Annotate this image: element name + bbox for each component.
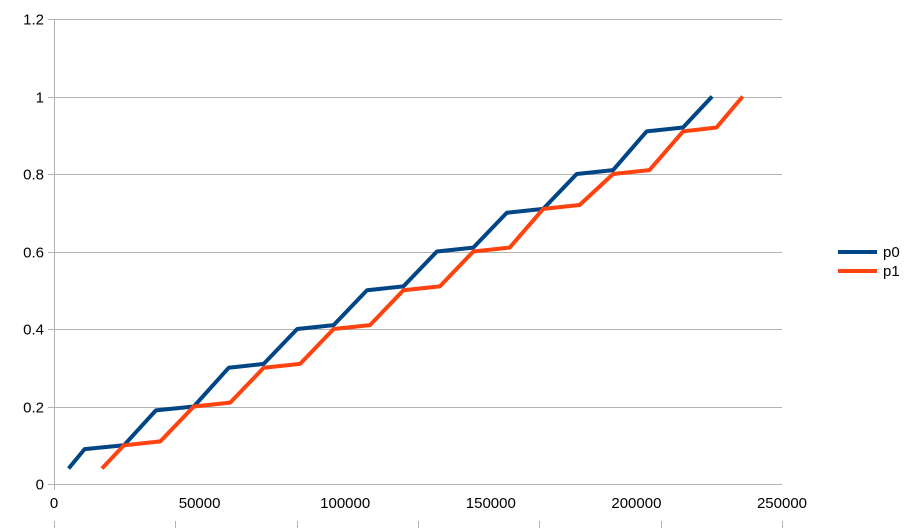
y-tick-label: 0.4 (23, 322, 44, 339)
y-tick-label: 0.6 (23, 245, 44, 262)
legend-label-p0: p0 (883, 244, 900, 261)
y-tick-label: 0 (36, 477, 44, 494)
series-line-p1 (100, 95, 745, 470)
y-tick-label: 0.2 (23, 400, 44, 417)
gridlines (54, 19, 782, 408)
x-tick-label: 250000 (757, 495, 807, 512)
tick-labels: 0 0.2 0.4 0.6 0.8 1 1.2 0 50000 100000 150000 20000… (23, 12, 807, 513)
legend-label-p1: p1 (883, 263, 900, 280)
x-tick-label: 150000 (466, 495, 516, 512)
series-lines (67, 95, 745, 470)
x-tick-label: 50000 (179, 495, 221, 512)
axes (48, 19, 783, 528)
series-line-p0 (67, 95, 714, 470)
x-tick-label: 100000 (320, 495, 370, 512)
x-tick-label: 200000 (611, 495, 661, 512)
y-tick-label: 1.2 (23, 12, 44, 29)
y-tick-label: 0.8 (23, 167, 44, 184)
x-tick-label: 0 (50, 495, 58, 512)
y-tick-label: 1 (36, 90, 44, 107)
